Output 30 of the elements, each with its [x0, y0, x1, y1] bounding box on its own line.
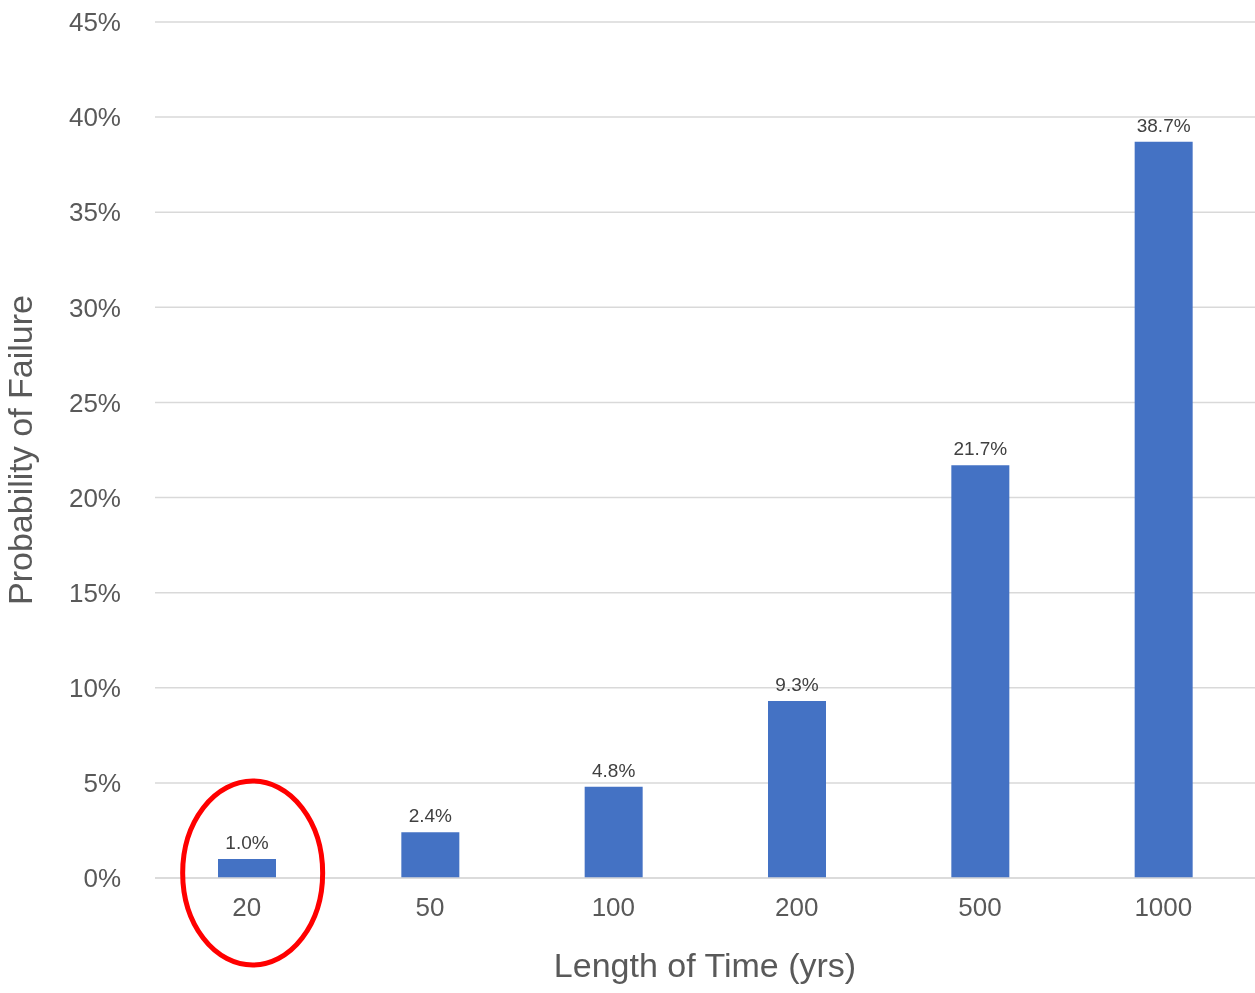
y-tick-label: 45% — [68, 7, 121, 38]
y-tick-label: 35% — [68, 197, 121, 228]
bar — [218, 858, 276, 878]
bar — [584, 786, 643, 878]
x-tick-label: 500 — [958, 892, 1002, 923]
y-tick-label: 20% — [68, 482, 121, 513]
bar — [951, 465, 1010, 878]
x-tick-label: 1000 — [1134, 892, 1193, 923]
y-tick-label: 30% — [68, 292, 121, 323]
x-tick-label: 100 — [591, 892, 636, 923]
data-label: 1.0% — [225, 831, 269, 853]
x-tick-label: 50 — [415, 892, 445, 923]
x-axis-title: Length of Time (yrs) — [553, 946, 857, 984]
y-tick-label: 15% — [68, 577, 121, 608]
y-tick-label: 10% — [68, 673, 121, 704]
y-axis-title: Probability of Failure — [1, 295, 40, 605]
data-label: 9.3% — [775, 674, 819, 696]
data-label: 2.4% — [408, 805, 453, 827]
y-tick-label: 25% — [68, 387, 121, 418]
bar — [768, 701, 826, 878]
data-label: 38.7% — [1136, 114, 1191, 136]
bar — [401, 832, 460, 878]
data-label: 4.8% — [592, 759, 636, 781]
data-label: 21.7% — [953, 438, 1008, 460]
y-tick-label: 5% — [83, 768, 121, 799]
x-tick-label: 200 — [774, 892, 819, 923]
y-tick-label: 0% — [83, 863, 121, 894]
y-tick-label: 40% — [68, 102, 121, 133]
x-tick-label: 20 — [232, 892, 262, 923]
bar — [1134, 141, 1193, 878]
